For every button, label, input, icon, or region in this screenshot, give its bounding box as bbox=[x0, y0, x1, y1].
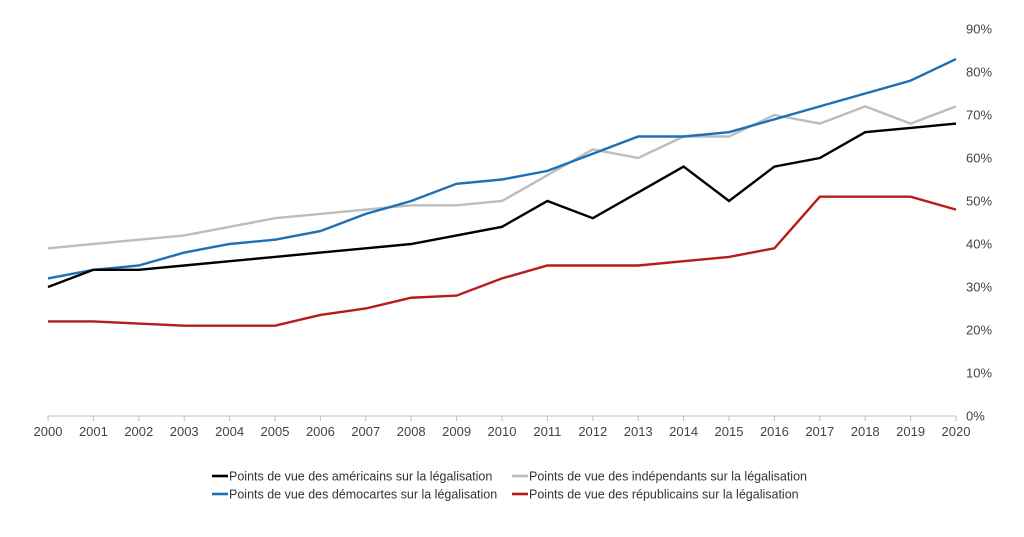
x-tick-label: 2007 bbox=[351, 424, 380, 439]
x-tick-label: 2013 bbox=[624, 424, 653, 439]
series-line-independants bbox=[47, 105, 957, 250]
legend: Points de vue des américains sur la léga… bbox=[212, 470, 807, 502]
x-tick-label: 2010 bbox=[488, 424, 517, 439]
series-line-democrates bbox=[47, 58, 957, 280]
legend-label: Points de vue des démocartes sur la léga… bbox=[229, 488, 497, 502]
legend-item-americains: Points de vue des américains sur la léga… bbox=[212, 470, 492, 484]
y-tick-label: 50% bbox=[966, 194, 992, 209]
axis-layer: 2000 2001 2002 2003 2004 2005 2006 2007 2008 2009… bbox=[34, 22, 993, 440]
legend-label: Points de vue des républicains sur la lé… bbox=[529, 488, 799, 502]
y-tick-label: 30% bbox=[966, 280, 992, 295]
legend-item-republicains: Points de vue des républicains sur la lé… bbox=[512, 488, 799, 502]
y-tick-label: 80% bbox=[966, 65, 992, 80]
x-tick-label: 2001 bbox=[79, 424, 108, 439]
x-tick-label: 2020 bbox=[942, 424, 971, 439]
x-tick-label: 2014 bbox=[669, 424, 698, 439]
legend-item-independants: Points de vue des indépendants sur la lé… bbox=[512, 470, 807, 484]
x-tick-label: 2002 bbox=[124, 424, 153, 439]
x-tick-label: 2015 bbox=[715, 424, 744, 439]
y-tick-label: 0% bbox=[966, 409, 985, 424]
y-tick-label: 90% bbox=[966, 22, 992, 37]
x-tick-label: 2017 bbox=[805, 424, 834, 439]
x-tick-label: 2004 bbox=[215, 424, 244, 439]
y-tick-label: 10% bbox=[966, 366, 992, 381]
y-tick-label: 60% bbox=[966, 151, 992, 166]
x-tick-label: 2003 bbox=[170, 424, 199, 439]
x-tick-label: 2009 bbox=[442, 424, 471, 439]
x-tick-label: 2005 bbox=[261, 424, 290, 439]
series-line-republicains bbox=[48, 195, 957, 327]
y-tick-label: 20% bbox=[966, 323, 992, 338]
x-tick-label: 2006 bbox=[306, 424, 335, 439]
x-tick-label: 2018 bbox=[851, 424, 880, 439]
y-tick-label: 40% bbox=[966, 237, 992, 252]
x-tick-label: 2012 bbox=[578, 424, 607, 439]
x-tick-label: 2016 bbox=[760, 424, 789, 439]
legend-label: Points de vue des américains sur la léga… bbox=[229, 470, 492, 484]
x-tick-label: 2000 bbox=[34, 424, 63, 439]
series-line-americains bbox=[47, 122, 957, 289]
legend-item-democrates: Points de vue des démocartes sur la léga… bbox=[212, 488, 497, 502]
legend-label: Points de vue des indépendants sur la lé… bbox=[529, 470, 807, 484]
series-layer bbox=[47, 58, 957, 327]
y-tick-label: 70% bbox=[966, 108, 992, 123]
x-tick-label: 2008 bbox=[397, 424, 426, 439]
x-tick-label: 2011 bbox=[533, 424, 561, 439]
x-tick-label: 2019 bbox=[896, 424, 925, 439]
